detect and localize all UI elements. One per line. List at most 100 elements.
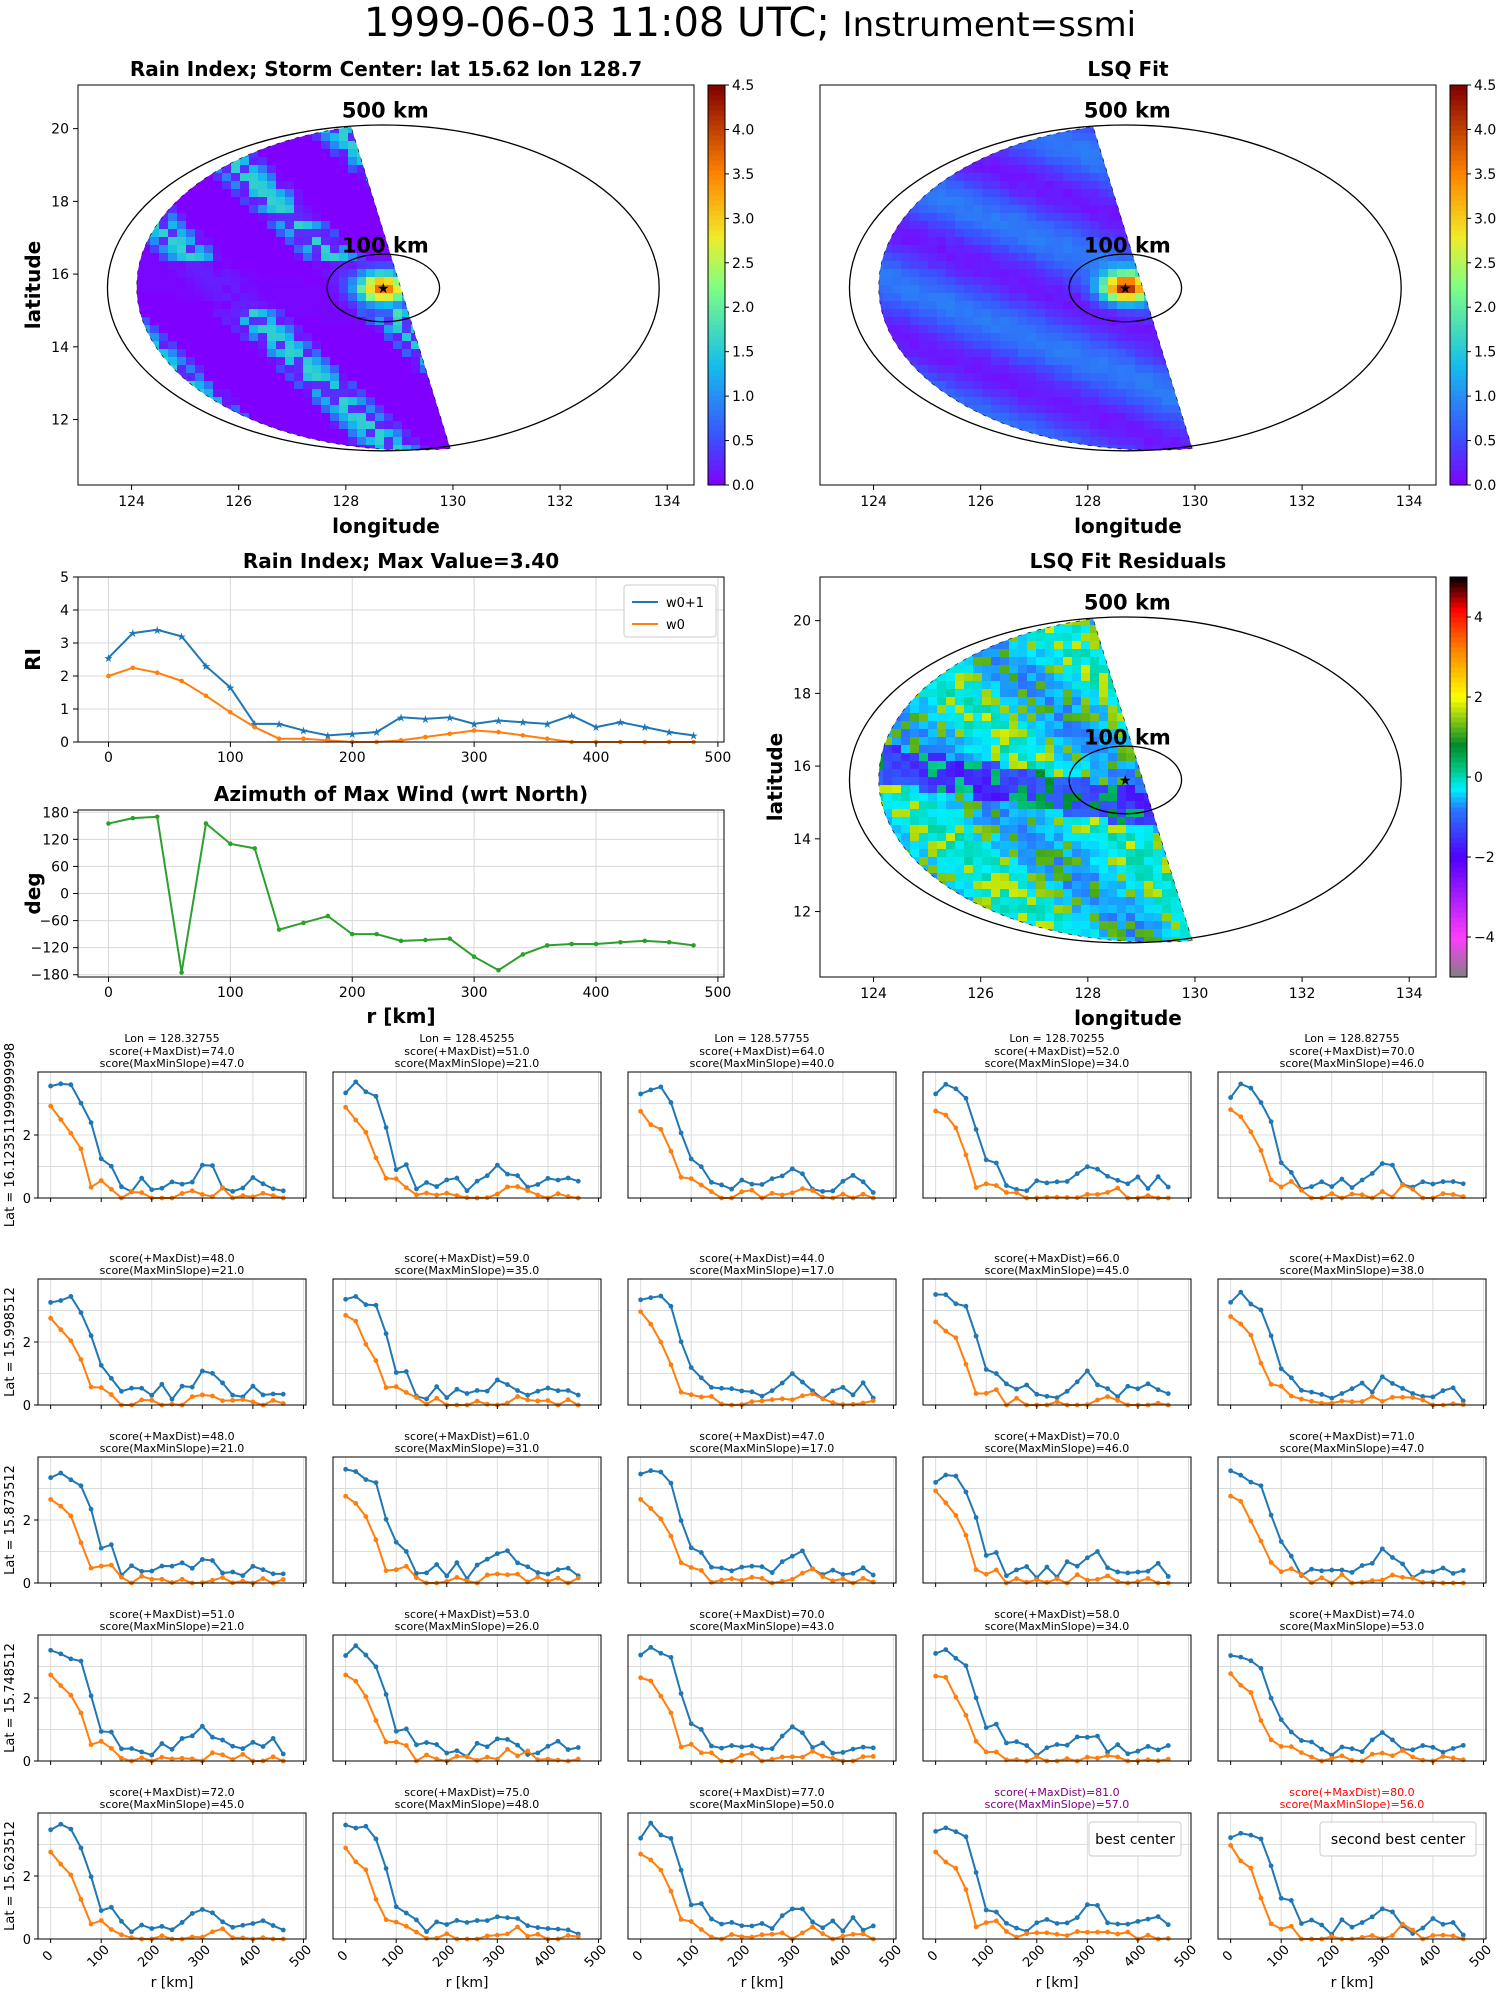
field-cell bbox=[222, 461, 232, 470]
field-cell bbox=[654, 181, 664, 190]
field-cell bbox=[946, 221, 956, 230]
field-cell bbox=[429, 341, 439, 350]
field-cell bbox=[537, 221, 547, 230]
field-cell bbox=[402, 165, 412, 174]
field-cell bbox=[573, 197, 583, 206]
field-cell bbox=[357, 277, 367, 286]
field-cell bbox=[1414, 125, 1424, 134]
field-cell bbox=[1288, 141, 1298, 150]
field-cell bbox=[1324, 149, 1334, 158]
field-cell bbox=[591, 405, 601, 414]
field-cell bbox=[937, 245, 947, 254]
field-cell bbox=[375, 85, 385, 94]
field-cell bbox=[1162, 165, 1172, 174]
field-cell bbox=[564, 397, 574, 406]
field-cell bbox=[177, 205, 187, 214]
field-cell bbox=[564, 237, 574, 246]
field-cell bbox=[357, 461, 367, 470]
field-cell bbox=[1333, 229, 1343, 238]
field-cell bbox=[1207, 181, 1217, 190]
field-cell bbox=[465, 173, 475, 182]
field-cell bbox=[537, 341, 547, 350]
field-cell bbox=[865, 93, 875, 102]
field-cell bbox=[222, 133, 232, 142]
field-cell bbox=[510, 477, 520, 486]
field-cell bbox=[510, 309, 520, 318]
field-cell bbox=[829, 141, 839, 150]
field-cell bbox=[1333, 173, 1343, 182]
field-cell bbox=[186, 389, 196, 398]
field-cell bbox=[78, 277, 88, 286]
field-cell bbox=[937, 237, 947, 246]
field-cell bbox=[105, 421, 115, 430]
field-cell bbox=[928, 173, 938, 182]
field-cell bbox=[838, 149, 848, 158]
field-cell bbox=[258, 149, 268, 158]
field-cell bbox=[258, 437, 268, 446]
field-cell bbox=[87, 221, 97, 230]
field-cell bbox=[78, 245, 88, 254]
field-cell bbox=[519, 477, 529, 486]
field-cell bbox=[483, 173, 493, 182]
field-cell bbox=[1036, 149, 1046, 158]
field-cell bbox=[982, 149, 992, 158]
field-cell bbox=[483, 317, 493, 326]
field-cell bbox=[303, 317, 313, 326]
field-cell bbox=[1315, 189, 1325, 198]
field-cell bbox=[150, 365, 160, 374]
field-cell bbox=[303, 341, 313, 350]
field-cell bbox=[411, 181, 421, 190]
field-cell bbox=[892, 181, 902, 190]
field-cell bbox=[87, 437, 97, 446]
field-cell bbox=[375, 389, 385, 398]
field-cell bbox=[1081, 197, 1091, 206]
field-cell bbox=[87, 205, 97, 214]
field-cell bbox=[393, 365, 403, 374]
field-cell bbox=[654, 189, 664, 198]
field-cell bbox=[919, 117, 929, 126]
field-cell bbox=[195, 293, 205, 302]
field-cell bbox=[528, 85, 538, 94]
field-cell bbox=[411, 189, 421, 198]
field-cell bbox=[321, 109, 331, 118]
field-cell bbox=[114, 149, 124, 158]
field-cell bbox=[609, 117, 619, 126]
field-cell bbox=[276, 349, 286, 358]
field-cell bbox=[222, 126, 232, 134]
field-cell bbox=[573, 101, 583, 110]
field-cell bbox=[991, 117, 1001, 126]
field-cell bbox=[546, 141, 556, 150]
field-cell bbox=[1387, 109, 1397, 118]
field-cell bbox=[213, 117, 223, 126]
field-cell bbox=[964, 213, 974, 222]
field-cell bbox=[87, 93, 97, 102]
field-cell bbox=[681, 357, 691, 366]
field-cell bbox=[510, 437, 520, 446]
field-cell bbox=[150, 293, 160, 302]
colorbar-segment bbox=[708, 395, 725, 401]
field-cell bbox=[429, 253, 439, 262]
field-cell bbox=[1099, 181, 1109, 190]
field-cell bbox=[636, 477, 646, 486]
field-cell bbox=[528, 389, 538, 398]
colorbar-segment bbox=[708, 335, 725, 341]
field-cell bbox=[654, 389, 664, 398]
field-cell bbox=[1207, 189, 1217, 198]
field-cell bbox=[946, 93, 956, 102]
field-cell bbox=[240, 229, 250, 238]
field-cell bbox=[366, 229, 376, 238]
field-cell bbox=[105, 461, 115, 470]
field-cell bbox=[429, 109, 439, 118]
field-cell bbox=[645, 405, 655, 414]
field-cell bbox=[564, 293, 574, 302]
field-cell bbox=[847, 165, 857, 174]
field-cell bbox=[546, 325, 556, 334]
field-cell bbox=[402, 173, 412, 182]
field-cell bbox=[339, 293, 349, 302]
field-cell bbox=[519, 341, 529, 350]
field-cell bbox=[384, 357, 394, 366]
field-cell bbox=[420, 173, 430, 182]
field-cell bbox=[177, 437, 187, 446]
field-cell bbox=[1018, 237, 1028, 246]
